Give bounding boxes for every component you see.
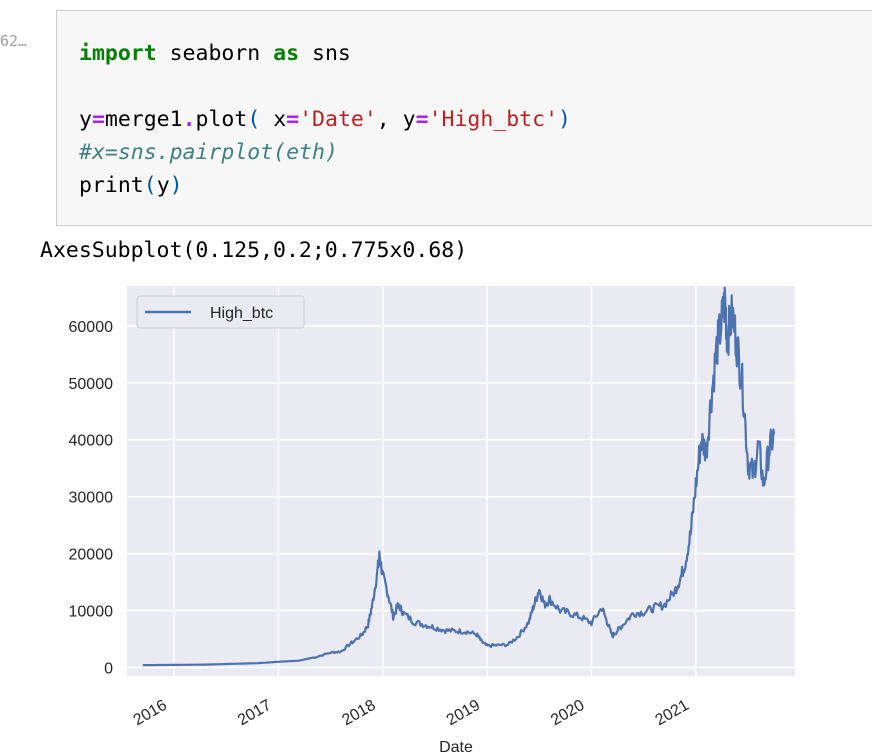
code-token: =: [91, 107, 105, 132]
output-text: AxesSubplot(0.125,0.2;0.775x0.68): [40, 238, 468, 263]
legend: High_btc: [136, 295, 305, 329]
y-tick-label: 40000: [69, 433, 114, 450]
x-tick-label: 2021: [653, 697, 692, 730]
code-token: .: [182, 107, 196, 132]
cell-prompt: 62…: [0, 32, 28, 50]
x-axis-label: Date: [439, 739, 473, 754]
code-token: as: [273, 41, 300, 66]
code-line: print(y): [79, 173, 183, 198]
x-tick-label: 2018: [339, 697, 378, 730]
code-editor[interactable]: import seaborn as sns y=merge1.plot( x='…: [79, 37, 571, 202]
y-tick-label: 50000: [69, 376, 114, 393]
code-token: , y: [376, 107, 416, 132]
code-token: =: [286, 107, 300, 132]
legend-label: High_btc: [210, 305, 273, 322]
code-token: y: [79, 107, 92, 132]
code-token: (: [143, 173, 157, 198]
code-token: plot: [195, 107, 248, 132]
code-token: #x=sns.pairplot(eth): [79, 140, 338, 165]
code-token: 'Date': [299, 107, 377, 132]
code-line: import seaborn as sns: [79, 41, 351, 66]
code-token: seaborn: [156, 41, 274, 66]
code-token: import: [79, 41, 157, 66]
code-cell[interactable]: import seaborn as sns y=merge1.plot( x='…: [56, 10, 872, 226]
y-tick-label: 30000: [69, 490, 114, 507]
y-tick-label: 10000: [69, 604, 114, 621]
y-tick-labels: 0 10000 20000 30000 40000 50000 60000: [69, 319, 114, 678]
x-tick-label: 2020: [548, 697, 587, 730]
code-token: x: [260, 107, 287, 132]
code-token: 'High_btc': [428, 107, 559, 132]
x-tick-label: 2019: [444, 697, 483, 730]
y-tick-label: 0: [104, 660, 113, 677]
code-line: y=merge1.plot( x='Date', y='High_btc'): [79, 107, 571, 132]
legend-box: [136, 295, 305, 329]
code-token: print: [79, 173, 144, 198]
x-tick-label: 2017: [235, 697, 274, 730]
code-token: merge1: [104, 107, 183, 132]
code-token: sns: [299, 41, 351, 66]
y-tick-label: 20000: [69, 547, 114, 564]
code-token: (: [247, 107, 261, 132]
x-tick-labels: 2016 2017 2018 2019 2020 2021: [131, 697, 692, 730]
code-token: =: [415, 107, 429, 132]
code-token: ): [558, 107, 571, 132]
line-chart: 0 10000 20000 30000 40000 50000 60000 2016 2017…: [69, 286, 795, 754]
code-line: #x=sns.pairplot(eth): [79, 140, 338, 165]
y-tick-label: 60000: [69, 319, 114, 336]
x-tick-label: 2016: [131, 697, 170, 730]
grid-lines: [127, 286, 795, 676]
series-line-high-btc: [142, 286, 776, 667]
code-token: y: [156, 173, 170, 198]
series-group: [142, 286, 776, 667]
code-token: ): [169, 173, 183, 198]
